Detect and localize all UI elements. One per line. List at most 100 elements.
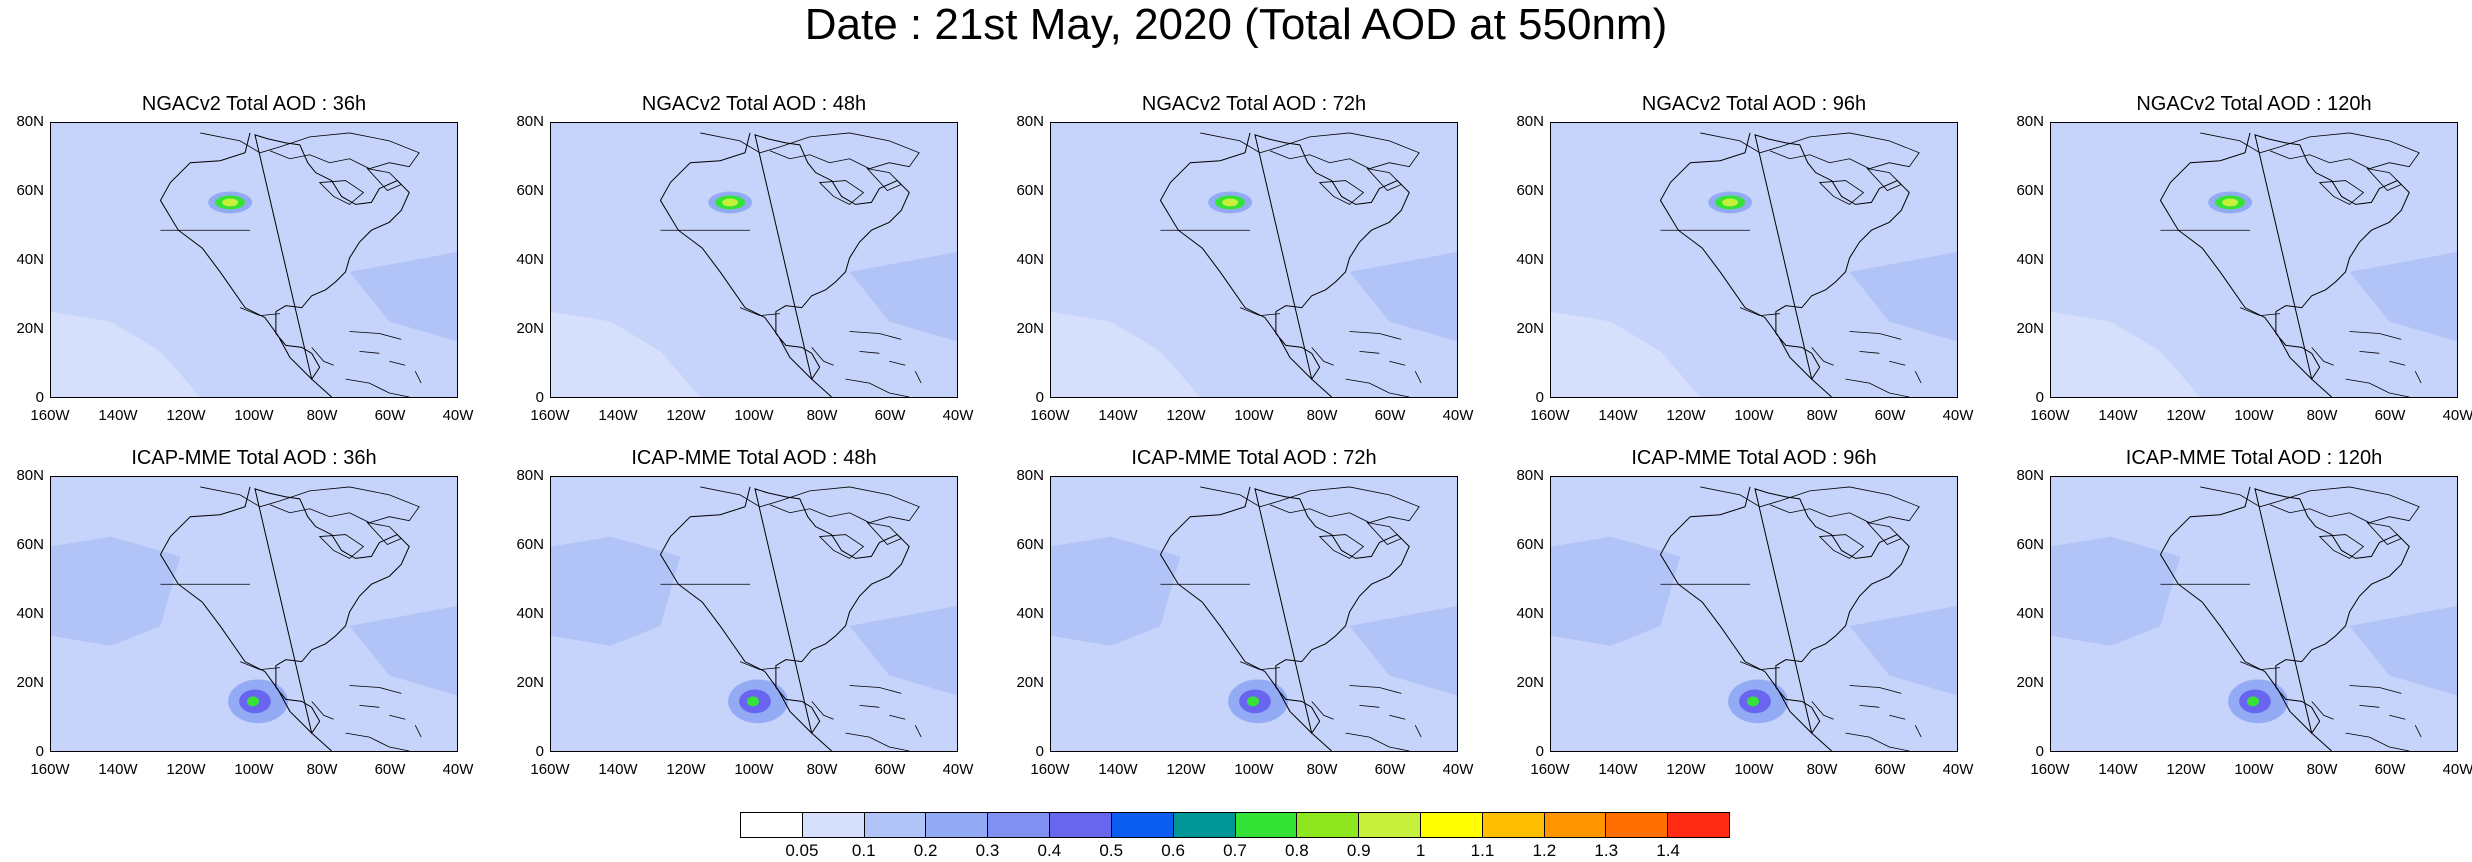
colorbar-label: 1.1 — [1470, 841, 1495, 860]
lat-tick-label: 60N — [1016, 536, 1044, 553]
lat-tick-label: 40N — [1016, 251, 1044, 268]
map-panel: ICAP-MME Total AOD : 36h 80N 60N 40N 20N 0 1… — [2, 446, 473, 806]
colorbar-label: 0.1 — [851, 841, 876, 860]
lat-tick-label: 20N — [16, 674, 44, 691]
map-area — [550, 476, 958, 752]
lon-tick-label: 140W — [98, 761, 138, 778]
lon-tick-label: 100W — [234, 761, 274, 778]
high-aod-region — [849, 606, 957, 696]
lon-tick-label: 120W — [1666, 407, 1706, 424]
lat-tick-label: 60N — [2016, 182, 2044, 199]
colorbar-box — [1420, 813, 1483, 837]
lat-tick-label: 40N — [2016, 251, 2044, 268]
lat-tick-label: 0 — [1035, 743, 1044, 760]
low-aod-band — [2051, 536, 2181, 646]
smoke-plume-core — [722, 198, 739, 207]
smoke-plume-core — [1247, 696, 1259, 707]
lon-tick-label: 80W — [1806, 761, 1838, 778]
lon-tick-label: 40W — [1942, 407, 1974, 424]
lat-tick-label: 80N — [16, 467, 44, 484]
coastline — [2159, 486, 2410, 751]
colorbar-box — [1668, 813, 1729, 837]
map-area — [1050, 476, 1458, 752]
lon-tick-label: 160W — [1030, 761, 1070, 778]
borders — [660, 486, 922, 751]
map-panel: NGACv2 Total AOD : 36h 80N 60N 40N 20N 0 160… — [2, 92, 473, 452]
lon-tick-label: 40W — [2442, 761, 2472, 778]
lat-tick-label: 40N — [16, 605, 44, 622]
map-panel: ICAP-MME Total AOD : 120h 80N 60N 40N 20N 0 … — [2002, 446, 2472, 806]
lon-tick-label: 120W — [1166, 761, 1206, 778]
colorbar-label: 1.4 — [1656, 841, 1680, 860]
lon-tick-label: 100W — [234, 407, 274, 424]
lat-tick-label: 20N — [516, 320, 544, 337]
lat-tick-label: 40N — [1516, 251, 1544, 268]
lat-tick-label: 20N — [1516, 674, 1544, 691]
borders — [1160, 132, 1422, 397]
lon-tick-label: 80W — [1306, 407, 1338, 424]
lon-tick-label: 140W — [2098, 761, 2138, 778]
colorbar-box — [1111, 813, 1174, 837]
lat-tick-label: 20N — [1516, 320, 1544, 337]
lon-tick-label: 120W — [2166, 407, 2206, 424]
lon-tick-label: 60W — [1374, 407, 1406, 424]
lon-tick-label: 120W — [166, 761, 206, 778]
coastline — [659, 132, 910, 397]
colorbar-label: 0.4 — [1037, 841, 1062, 860]
borders — [160, 486, 422, 751]
map-panel: ICAP-MME Total AOD : 72h 80N 60N 40N 20N 0 1… — [1002, 446, 1473, 806]
lat-tick-label: 20N — [2016, 320, 2044, 337]
lon-tick-label: 100W — [734, 407, 774, 424]
lon-tick-label: 40W — [442, 761, 474, 778]
lon-tick-label: 100W — [1234, 761, 1274, 778]
lon-tick-label: 120W — [666, 407, 706, 424]
lat-tick-label: 80N — [1516, 113, 1544, 130]
lat-tick-label: 80N — [16, 113, 44, 130]
colorbar-label: 0.2 — [913, 841, 938, 860]
smoke-plume-core — [1222, 198, 1239, 207]
lon-tick-label: 80W — [306, 761, 338, 778]
map-panel: NGACv2 Total AOD : 72h 80N 60N 40N 20N 0 160… — [1002, 92, 1473, 452]
lon-tick-label: 160W — [30, 761, 70, 778]
lat-tick-label: 40N — [16, 251, 44, 268]
smoke-plume-core — [1747, 696, 1759, 707]
colorbar-box — [1482, 813, 1545, 837]
colorbar-box — [741, 813, 803, 837]
borders — [160, 132, 422, 397]
lon-tick-label: 100W — [2234, 407, 2274, 424]
borders — [1660, 132, 1922, 397]
lat-tick-label: 0 — [2035, 743, 2044, 760]
lon-tick-label: 140W — [1598, 761, 1638, 778]
map-area — [1550, 476, 1958, 752]
lon-tick-label: 60W — [1374, 761, 1406, 778]
lon-tick-label: 40W — [442, 407, 474, 424]
lon-tick-label: 140W — [598, 761, 638, 778]
lat-tick-label: 80N — [516, 113, 544, 130]
smoke-plume-core — [2222, 198, 2239, 207]
lon-tick-label: 40W — [1442, 761, 1474, 778]
map-panel: NGACv2 Total AOD : 48h 80N 60N 40N 20N 0 160… — [502, 92, 973, 452]
lon-tick-label: 60W — [2374, 407, 2406, 424]
lon-tick-label: 80W — [2306, 407, 2338, 424]
colorbar-box — [802, 813, 865, 837]
panel-title: ICAP-MME Total AOD : 72h — [1131, 447, 1377, 469]
low-aod-band — [1551, 311, 1701, 397]
coastline — [1659, 132, 1910, 397]
lat-tick-label: 60N — [516, 182, 544, 199]
lon-tick-label: 140W — [98, 407, 138, 424]
aod-map — [1551, 486, 1957, 751]
colorbar-label: 1 — [1415, 841, 1426, 860]
panel-title: NGACv2 Total AOD : 48h — [641, 93, 867, 115]
lon-tick-label: 60W — [874, 407, 906, 424]
low-aod-band — [551, 311, 701, 397]
colorbar-box — [1606, 813, 1669, 837]
lat-tick-label: 80N — [1016, 113, 1044, 130]
panel-title: NGACv2 Total AOD : 120h — [2136, 93, 2372, 115]
lat-tick-label: 60N — [516, 536, 544, 553]
high-aod-region — [2349, 252, 2457, 342]
aod-map — [1551, 132, 1957, 397]
lat-tick-label: 40N — [1016, 605, 1044, 622]
high-aod-region — [1849, 606, 1957, 696]
lat-tick-label: 80N — [1516, 467, 1544, 484]
high-aod-region — [1349, 252, 1457, 342]
